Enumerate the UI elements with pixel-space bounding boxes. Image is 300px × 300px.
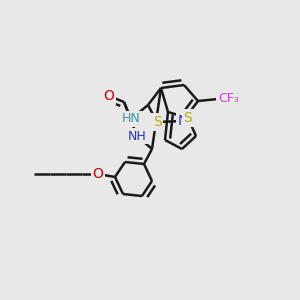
Text: CF₃: CF₃ bbox=[218, 92, 239, 106]
Text: N: N bbox=[178, 114, 188, 128]
Text: O: O bbox=[93, 167, 104, 181]
Text: S: S bbox=[153, 115, 161, 129]
Text: NH: NH bbox=[128, 130, 146, 142]
Text: S: S bbox=[184, 111, 192, 125]
Text: HN: HN bbox=[122, 112, 140, 125]
Text: O: O bbox=[103, 89, 114, 103]
